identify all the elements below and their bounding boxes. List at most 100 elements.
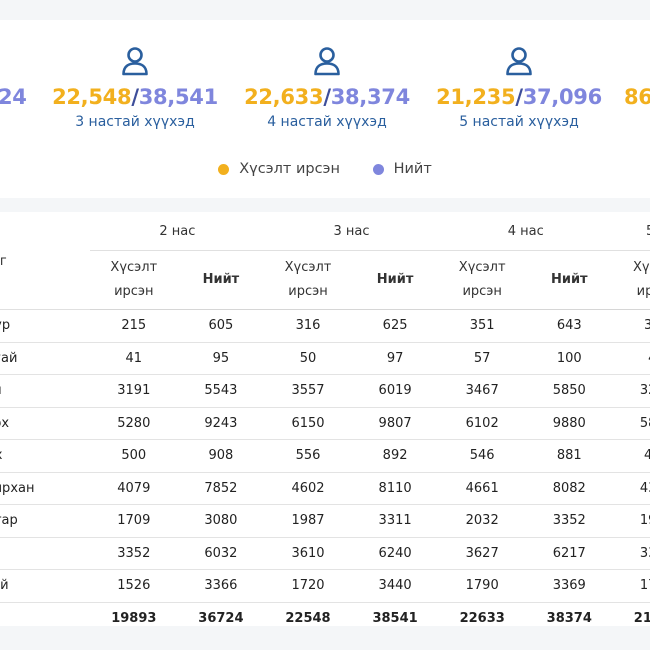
- district-name: баатар: [0, 504, 91, 538]
- stat-total: 38,541: [138, 85, 219, 109]
- requested-value: 3467: [438, 374, 526, 408]
- legend-dot-icon: [372, 163, 384, 175]
- requested-value: 5829: [612, 407, 650, 440]
- requested-value: 1716: [612, 569, 650, 603]
- stat-total: 24: [0, 85, 27, 109]
- total-value: 97: [351, 342, 439, 375]
- district-name: охайрхан: [0, 472, 91, 505]
- total-value: 3080: [177, 504, 265, 538]
- requested-value: 302: [612, 309, 650, 343]
- requested-value: 19893: [111, 610, 157, 626]
- person-icon: [122, 47, 148, 76]
- requested-value: 4079: [90, 472, 178, 505]
- legend-dot-icon: [218, 163, 230, 175]
- total-value: 6019: [351, 374, 439, 408]
- requested-value: 21235: [633, 610, 650, 626]
- requested-value: 3352: [90, 537, 178, 570]
- requested-value: 3191: [90, 374, 178, 408]
- total-value: 892: [351, 439, 439, 473]
- total-value: 6240: [351, 537, 439, 570]
- total-value: 36724: [198, 610, 244, 626]
- requested-value: 1790: [438, 569, 526, 603]
- table-row: -Уул3352603236106240362762173327: [0, 537, 650, 570]
- legend-item-requested[interactable]: Хүсэлт ирсэн: [218, 161, 340, 177]
- age-group-header: 5 н: [612, 212, 650, 251]
- total-value: 3352: [525, 504, 613, 538]
- stat-card-5: 21,235/37,096 5 настай хүүхэд: [419, 46, 619, 130]
- table-row: охайрхан4079785246028110466180824340: [0, 472, 650, 505]
- total-value: 38374: [546, 610, 592, 626]
- requested-col-header: Хүсэлт ирсэн: [90, 250, 178, 310]
- total-value: 8110: [351, 472, 439, 505]
- requested-value: 351: [438, 309, 526, 343]
- table-row: лайх500908556892546881481: [0, 439, 650, 473]
- total-value: 9243: [177, 407, 265, 440]
- legend-item-total[interactable]: Нийт: [372, 161, 432, 177]
- district-name: элтэй: [0, 569, 91, 603]
- requested-value: 47: [612, 342, 650, 375]
- table-row: ануур215605316625351643302: [0, 309, 650, 343]
- person-icon: [506, 47, 532, 76]
- legend-label: Нийт: [393, 161, 432, 177]
- total-value: 7852: [177, 472, 265, 505]
- requested-value: 41: [90, 342, 178, 375]
- requested-value: 2032: [438, 504, 526, 538]
- stat-requested: 22,548: [52, 85, 132, 109]
- requested-value: 22633: [459, 610, 505, 626]
- total-value: 9880: [525, 407, 613, 440]
- district-header: үргэг: [0, 212, 91, 310]
- requested-value: 4661: [438, 472, 526, 505]
- total-value: 3366: [177, 569, 265, 603]
- table-row: хангай419550975710047: [0, 342, 650, 375]
- age-group-header: 3 нас: [264, 212, 439, 251]
- requested-value: 6150: [264, 407, 352, 440]
- requested-col-header: Хүсэлт ирсэн: [438, 250, 526, 310]
- requested-value: 3610: [264, 537, 352, 570]
- stat-card-2: 24: [0, 46, 110, 114]
- legend-label: Хүсэлт ирсэн: [239, 161, 340, 177]
- total-value: 3311: [351, 504, 439, 538]
- requested-value: 3327: [612, 537, 650, 570]
- age-group-header: 4 нас: [438, 212, 613, 251]
- requested-value: 1709: [90, 504, 178, 538]
- summary-cards: 24 22,548/38,541 3 настай хүүхэд 22,633/…: [0, 20, 650, 198]
- total-value: 908: [177, 439, 265, 473]
- stat-card-3: 22,548/38,541 3 настай хүүхэд: [35, 46, 235, 130]
- stat-card-4: 22,633/38,374 4 настай хүүхэд: [227, 46, 427, 130]
- total-value: 3440: [351, 569, 439, 603]
- requested-value: 546: [438, 439, 526, 473]
- total-value: 881: [525, 439, 613, 473]
- requested-value: 556: [264, 439, 352, 473]
- requested-value: 1987: [264, 504, 352, 538]
- district-name: -Уул: [0, 537, 91, 570]
- table-row: нзүрх5280924361509807610298805829: [0, 407, 650, 440]
- total-value: 95: [177, 342, 265, 375]
- total-col-header: Нийт: [525, 250, 613, 310]
- table-row: элтэй1526336617203440179033691716: [0, 569, 650, 603]
- total-value: 5850: [525, 374, 613, 408]
- total-value: 6032: [177, 537, 265, 570]
- total-value: 100: [525, 342, 613, 375]
- total-value: 625: [351, 309, 439, 343]
- stat-caption: 3 настай хүүхэд: [75, 114, 195, 130]
- requested-col-header: Хүсэлт ирсэн: [264, 250, 352, 310]
- requested-value: 5280: [90, 407, 178, 440]
- requested-value: 481: [612, 439, 650, 473]
- table-total-row: 19893 36724 22548 38541 22633 38374 21235: [0, 602, 650, 626]
- requested-value: 1720: [264, 569, 352, 603]
- requested-value: 3557: [264, 374, 352, 408]
- total-value: 5543: [177, 374, 265, 408]
- requested-value: 6102: [438, 407, 526, 440]
- total-value: 6217: [525, 537, 613, 570]
- stat-card-6: 86: [624, 46, 650, 114]
- total-value: 8082: [525, 472, 613, 505]
- requested-value: 3270: [612, 374, 650, 408]
- district-name: [0, 602, 90, 626]
- district-name: ануур: [0, 309, 91, 343]
- stat-caption: 4 настай хүүхэд: [267, 114, 387, 130]
- data-table-panel: үргэг 2 нас 3 нас 4 нас 5 н Хүсэлт ирсэн…: [0, 212, 650, 626]
- stat-total: 38,374: [330, 85, 411, 109]
- table-row: баатар1709308019873311203233521923: [0, 504, 650, 538]
- stat-requested: 21,235: [436, 85, 516, 109]
- total-value: 605: [177, 309, 265, 343]
